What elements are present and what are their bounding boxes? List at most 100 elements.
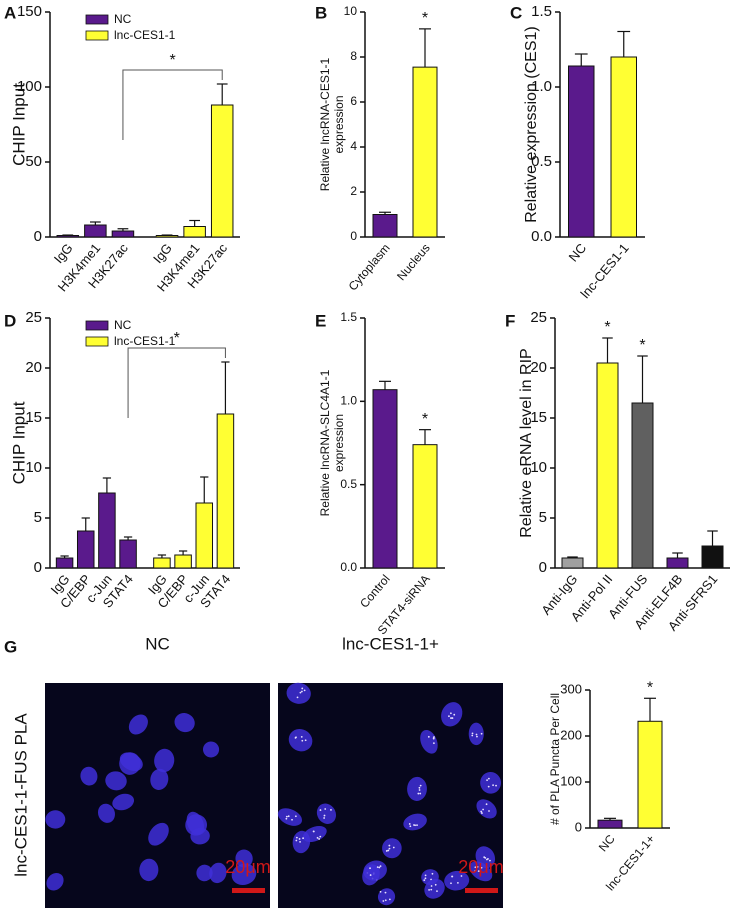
y-axis-label: Relative lncRNA-SLC4A1-1: [318, 369, 332, 516]
y-tick-label: 10: [344, 4, 358, 18]
nucleus: [105, 771, 127, 791]
pla-punctum: [427, 735, 430, 738]
scale-bar: [465, 888, 498, 893]
pla-punctum: [409, 825, 412, 828]
y-tick-label: 200: [560, 727, 582, 742]
bar: [701, 545, 724, 569]
nucleus: [444, 870, 470, 891]
x-tick-label: IgG: [150, 240, 175, 266]
y-tick-label: 0: [350, 229, 357, 243]
pla-punctum: [448, 715, 450, 718]
pla-punctum: [379, 865, 382, 868]
scale-bar-label: 20μm: [458, 857, 503, 877]
significance: *: [169, 52, 175, 69]
legend-label: lnc-CES1-1: [114, 334, 176, 348]
pla-punctum: [481, 812, 483, 814]
bar: [98, 492, 116, 569]
significance: *: [639, 337, 645, 354]
pla-punctum: [471, 734, 474, 737]
pla-punctum: [388, 898, 391, 901]
x-tick-label: NC: [596, 832, 618, 855]
micrograph: [278, 683, 503, 908]
pla-punctum: [477, 870, 480, 873]
pla-punctum: [416, 824, 418, 826]
bar: [666, 557, 689, 569]
bar: [55, 557, 74, 569]
pla-punctum: [482, 808, 484, 811]
pla-punctum: [418, 786, 421, 789]
nucleus: [196, 864, 213, 882]
y-tick-label: 1.5: [340, 310, 357, 324]
pla-punctum: [392, 846, 395, 849]
y-tick-label: 20: [530, 359, 547, 376]
pla-punctum: [488, 810, 490, 812]
pla-punctum: [302, 837, 304, 840]
pla-punctum: [324, 808, 327, 810]
nucleus: [480, 771, 502, 794]
nucleus: [112, 793, 135, 811]
nucleus: [292, 830, 311, 854]
significance: *: [604, 319, 610, 336]
y-tick-label: 0: [575, 819, 582, 834]
bar: [596, 362, 619, 569]
pla-punctum: [450, 717, 452, 719]
bar: [210, 104, 234, 238]
image-title: NC: [145, 634, 170, 653]
y-tick-label: 8: [350, 49, 357, 63]
panel-letter: B: [315, 3, 327, 22]
pla-punctum: [428, 889, 430, 891]
nucleus: [185, 814, 208, 836]
pla-punctum: [480, 866, 483, 869]
pla-punctum: [382, 900, 385, 902]
pla-punctum: [388, 844, 391, 847]
pla-punctum: [318, 838, 321, 840]
pla-punctum: [316, 836, 319, 839]
legend-swatch: [85, 320, 109, 331]
pla-punctum: [295, 839, 298, 842]
nucleus: [174, 713, 195, 733]
pla-punctum: [301, 687, 304, 690]
nucleus: [148, 822, 169, 846]
bar: [216, 413, 235, 569]
bar: [637, 720, 663, 829]
pla-punctum: [450, 882, 452, 885]
pla-punctum: [385, 850, 388, 852]
pla-punctum: [285, 815, 288, 818]
pla-punctum: [474, 870, 477, 872]
pla-punctum: [451, 717, 454, 719]
nucleus: [441, 702, 463, 727]
y-axis-label: Relative expression (CES1): [523, 26, 540, 223]
bar: [568, 65, 595, 238]
significance: *: [174, 330, 180, 347]
nucleus: [46, 872, 64, 891]
legend-label: NC: [114, 12, 132, 26]
y-tick-label: 25: [530, 309, 547, 326]
pla-punctum: [303, 689, 306, 692]
nucleus: [45, 810, 66, 829]
pla-punctum: [434, 883, 437, 886]
nucleus: [420, 729, 438, 754]
y-axis-label: expression: [332, 414, 346, 472]
bar: [76, 530, 95, 569]
y-tick-label: 4: [350, 139, 357, 153]
panel-letter: E: [315, 311, 326, 330]
pla-punctum: [304, 739, 307, 742]
bar: [119, 539, 137, 569]
pla-punctum: [369, 874, 372, 876]
y-tick-label: 50: [25, 153, 42, 170]
bar: [153, 557, 171, 569]
pla-punctum: [299, 840, 301, 843]
pla-punctum: [495, 784, 497, 787]
y-tick-label: 0: [34, 228, 42, 245]
y-axis-label: expression: [332, 95, 346, 153]
x-tick-label: Nucleus: [394, 241, 433, 283]
pla-punctum: [419, 792, 422, 795]
pla-punctum: [485, 858, 488, 861]
nucleus: [277, 808, 302, 826]
x-tick-label: IgG: [51, 240, 76, 266]
pla-punctum: [449, 712, 452, 715]
pla-punctum: [487, 777, 490, 780]
pla-punctum: [487, 785, 490, 788]
nucleus: [235, 849, 253, 868]
bar: [610, 56, 637, 238]
